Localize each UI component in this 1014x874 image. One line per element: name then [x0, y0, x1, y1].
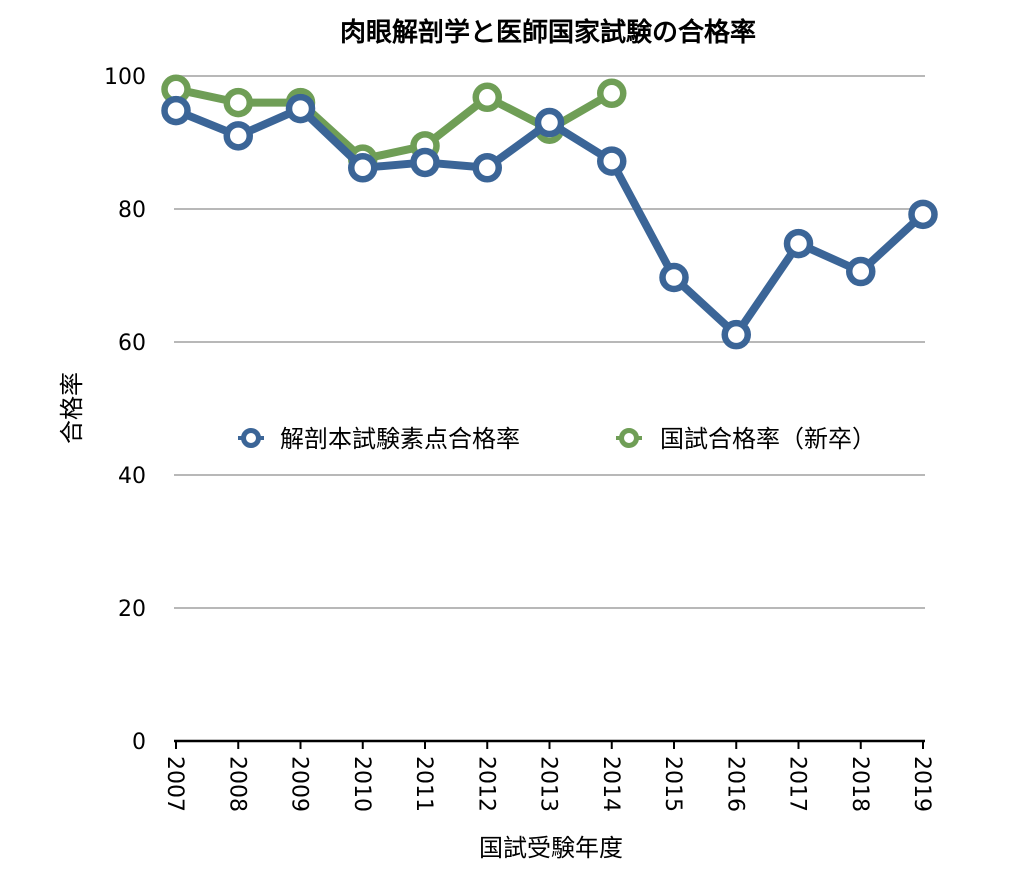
x-tick-label: 2014	[598, 756, 623, 812]
x-tick-label: 2012	[473, 756, 498, 812]
data-point	[472, 82, 502, 113]
y-axis-ticks: 0 20 40 60 80 100	[104, 65, 146, 755]
y-tick-label: 60	[118, 331, 146, 356]
legend-marker-icon	[241, 428, 261, 448]
y-tick-label: 0	[132, 730, 146, 755]
legend-label-national-exam: 国試合格率（新卒）	[660, 425, 876, 453]
data-point	[161, 95, 191, 126]
legend-item-anatomy: 解剖本試験素点合格率	[238, 425, 520, 453]
x-tick-label: 2011	[411, 756, 436, 812]
x-tick-label: 2009	[287, 756, 312, 812]
x-tick-label: 2019	[909, 756, 934, 812]
y-axis-title: 合格率	[58, 372, 86, 444]
data-point	[410, 147, 440, 178]
legend-marker-icon	[619, 428, 639, 448]
series-2	[161, 93, 938, 350]
x-tick-label: 2008	[224, 756, 249, 812]
x-tick-label: 2015	[660, 756, 685, 812]
x-tick-label: 2010	[349, 756, 374, 812]
x-tick-label: 2007	[162, 756, 187, 812]
legend-item-national-exam: 国試合格率（新卒）	[616, 425, 876, 453]
legend: 解剖本試験素点合格率 国試合格率（新卒）	[238, 425, 876, 453]
x-tick-label: 2013	[536, 756, 561, 812]
data-point	[534, 107, 565, 138]
y-tick-label: 80	[118, 198, 146, 223]
legend-label-anatomy: 解剖本試験素点合格率	[280, 425, 520, 453]
gridlines	[174, 75, 925, 609]
data-series	[161, 74, 938, 350]
x-axis-ticks: 2007 2008 2009 2010 2011 2012 2013 2014 2015 2016…	[162, 741, 934, 812]
y-tick-label: 40	[118, 464, 146, 489]
data-point	[348, 153, 378, 183]
data-point	[846, 256, 876, 287]
x-tick-label: 2018	[847, 756, 872, 812]
data-point	[223, 121, 253, 151]
data-point	[659, 262, 689, 293]
data-point	[597, 78, 627, 109]
data-point	[597, 146, 627, 176]
x-tick-label: 2017	[785, 756, 810, 812]
data-point	[908, 199, 938, 230]
data-point	[721, 319, 751, 350]
x-axis-title: 国試受験年度	[479, 834, 623, 862]
data-point	[783, 228, 814, 259]
y-tick-label: 20	[118, 597, 146, 622]
data-point	[223, 87, 253, 118]
y-tick-label: 100	[104, 65, 146, 90]
x-tick-label: 2016	[722, 756, 747, 812]
chart-title: 肉眼解剖学と医師国家試験の合格率	[340, 17, 756, 48]
data-point	[472, 153, 502, 183]
data-point	[285, 93, 316, 124]
